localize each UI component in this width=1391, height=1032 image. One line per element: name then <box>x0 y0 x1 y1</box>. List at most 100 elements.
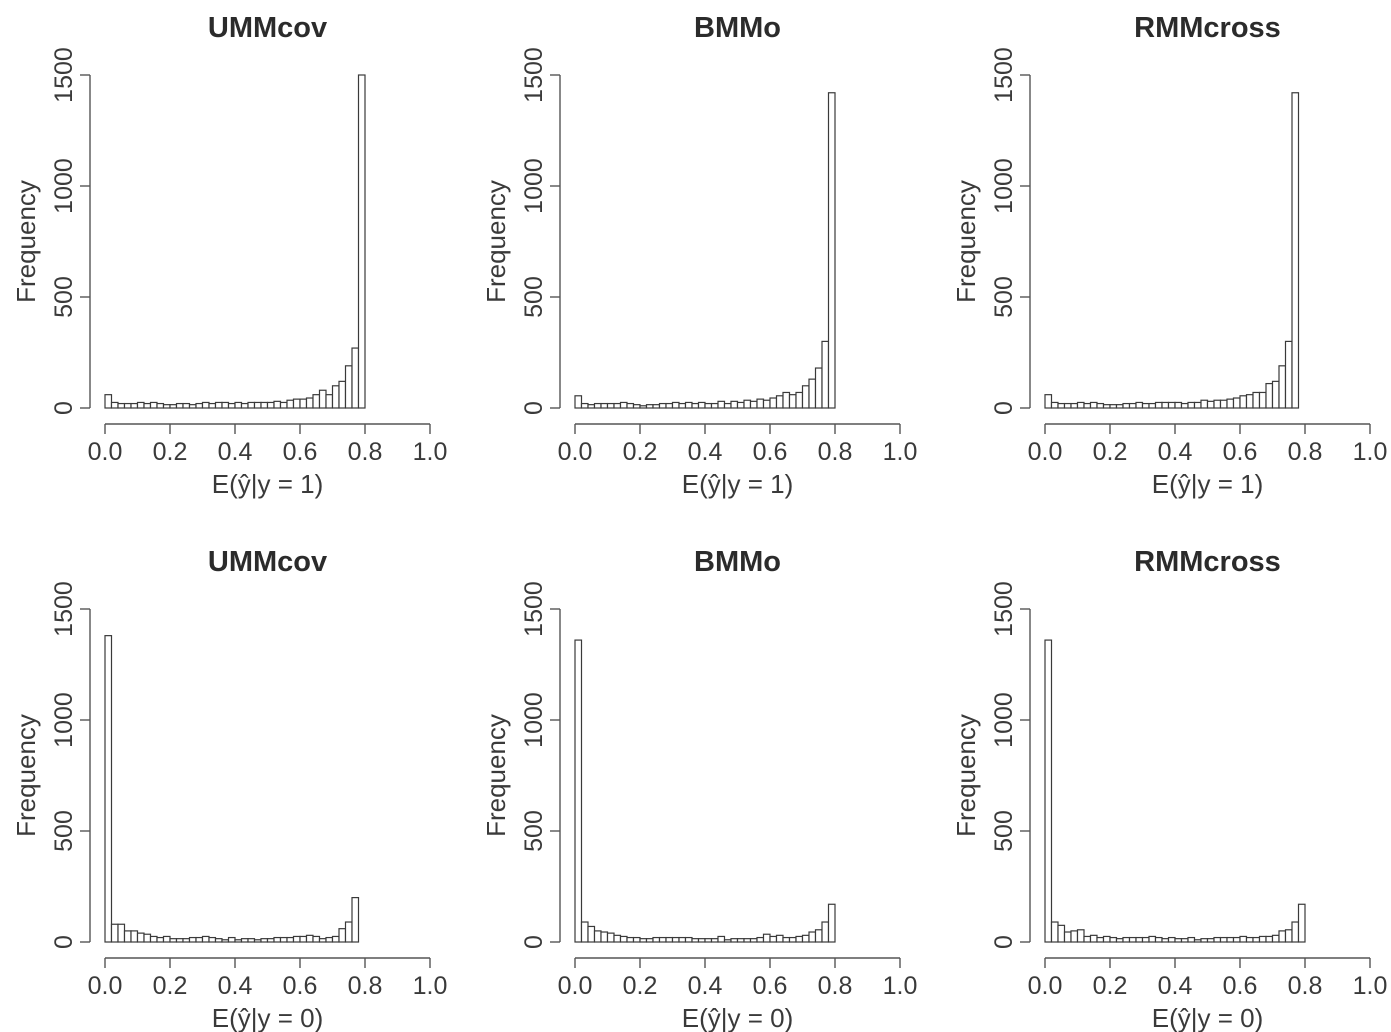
histogram-bar <box>143 402 152 409</box>
histogram-bar <box>1148 402 1157 409</box>
chart-title: RMMcross <box>1134 12 1281 44</box>
histogram-bar <box>1284 340 1293 409</box>
histogram-bar <box>639 405 648 409</box>
histogram-bar <box>110 923 119 943</box>
histogram-bar <box>234 939 243 943</box>
histogram-bar <box>795 935 804 943</box>
chart-title: UMMcov <box>208 546 327 578</box>
histogram-bar <box>1141 936 1150 943</box>
histogram-bar <box>286 936 295 943</box>
histogram-bar <box>1200 938 1209 943</box>
y-axis-label: Frequency <box>481 180 511 303</box>
histogram-bar <box>704 938 713 943</box>
histogram-bar <box>1174 938 1183 943</box>
y-axis-label: Frequency <box>481 714 511 837</box>
x-tick-label: 0.2 <box>153 972 188 1000</box>
y-tick-label: 1000 <box>990 158 1018 214</box>
x-tick-label: 0.2 <box>623 972 658 1000</box>
histogram-bar <box>678 936 687 943</box>
x-axis-label: E(ŷ|y = 0) <box>682 1003 794 1032</box>
y-tick-label: 1500 <box>520 47 548 103</box>
y-tick-label: 500 <box>520 810 548 852</box>
histogram-bar <box>704 402 713 409</box>
x-tick-label: 0.4 <box>688 438 723 466</box>
histogram-bar <box>1122 402 1131 409</box>
y-tick-label: 1000 <box>520 692 548 748</box>
x-tick-label: 1.0 <box>1353 972 1388 1000</box>
histogram-bar <box>1154 936 1163 943</box>
histogram-bar <box>717 935 726 943</box>
x-tick-label: 0.2 <box>153 438 188 466</box>
histogram-bar <box>723 402 732 409</box>
y-tick-label: 0 <box>50 935 78 949</box>
histogram-bar <box>338 928 347 943</box>
histogram-bar <box>639 938 648 943</box>
histogram-bar <box>162 935 171 943</box>
histogram-bar <box>1252 936 1261 943</box>
histogram-bar <box>671 401 680 409</box>
histogram-bar <box>312 394 321 409</box>
chart-title: RMMcross <box>1134 546 1281 578</box>
histogram-bar <box>1180 938 1189 943</box>
histogram-bar <box>162 404 171 409</box>
histogram-bar <box>1291 92 1300 409</box>
histogram-bar <box>1109 936 1118 943</box>
x-tick-label: 0.8 <box>1288 972 1323 1000</box>
x-tick-label: 0.4 <box>1158 438 1193 466</box>
histogram-bar <box>665 936 674 943</box>
histogram-bar <box>580 402 589 409</box>
histogram-bar <box>1271 380 1280 409</box>
histogram-bar <box>1070 930 1079 943</box>
histogram-bar <box>684 401 693 409</box>
histogram-bar <box>227 402 236 409</box>
histogram-bar <box>574 639 583 943</box>
x-tick-label: 0.4 <box>1158 972 1193 1000</box>
y-tick-label: 500 <box>520 276 548 318</box>
histogram-bar <box>1122 936 1131 943</box>
x-tick-label: 0.8 <box>1288 438 1323 466</box>
histogram-bar <box>318 938 327 943</box>
chart-title: BMMo <box>694 12 781 44</box>
histogram-bar <box>756 936 765 943</box>
y-axis-label: Frequency <box>11 180 41 303</box>
histogram-bar <box>808 378 817 409</box>
x-tick-label: 0.8 <box>348 972 383 1000</box>
histogram-bar <box>769 397 778 409</box>
histogram-bar <box>175 402 184 409</box>
histogram-bar <box>814 929 823 943</box>
histogram-bar <box>1063 931 1072 943</box>
x-tick-label: 0.6 <box>753 438 788 466</box>
x-tick-label: 0.0 <box>558 972 593 1000</box>
histogram-bar <box>1219 399 1228 409</box>
histogram-bar <box>645 938 654 943</box>
histogram-bar <box>318 389 327 409</box>
histogram-bar <box>1083 402 1092 409</box>
y-tick-label: 1500 <box>520 581 548 637</box>
histogram-bar <box>1057 924 1066 943</box>
x-tick-label: 0.2 <box>623 438 658 466</box>
y-tick-label: 500 <box>990 276 1018 318</box>
x-tick-label: 0.8 <box>348 438 383 466</box>
histogram-bar <box>1278 930 1287 943</box>
histogram-bar <box>1161 938 1170 943</box>
histogram-bar <box>169 404 178 409</box>
histogram-panel: BMMo 0 500 1000 1500 Frequency 0.0 0.2 0.4 0.6 0.8… <box>481 12 917 499</box>
histogram-bar <box>221 401 230 409</box>
histogram-bar <box>201 935 210 943</box>
histogram-bar <box>227 936 236 943</box>
histogram-bar <box>1206 400 1215 409</box>
histogram-bar <box>1089 401 1098 409</box>
histogram-bar <box>1271 934 1280 943</box>
histogram-bar <box>136 401 145 409</box>
histogram-bar <box>130 930 139 943</box>
y-tick-label: 1500 <box>990 581 1018 637</box>
histogram-bar <box>684 936 693 943</box>
x-tick-label: 0.6 <box>1223 438 1258 466</box>
histogram-bar <box>1193 939 1202 943</box>
histogram-bar <box>717 400 726 409</box>
histogram-bar <box>827 92 836 409</box>
x-tick-label: 0.2 <box>1093 972 1128 1000</box>
histogram-bar <box>1109 404 1118 409</box>
histogram-bar <box>671 936 680 943</box>
histogram-bar <box>587 925 596 943</box>
